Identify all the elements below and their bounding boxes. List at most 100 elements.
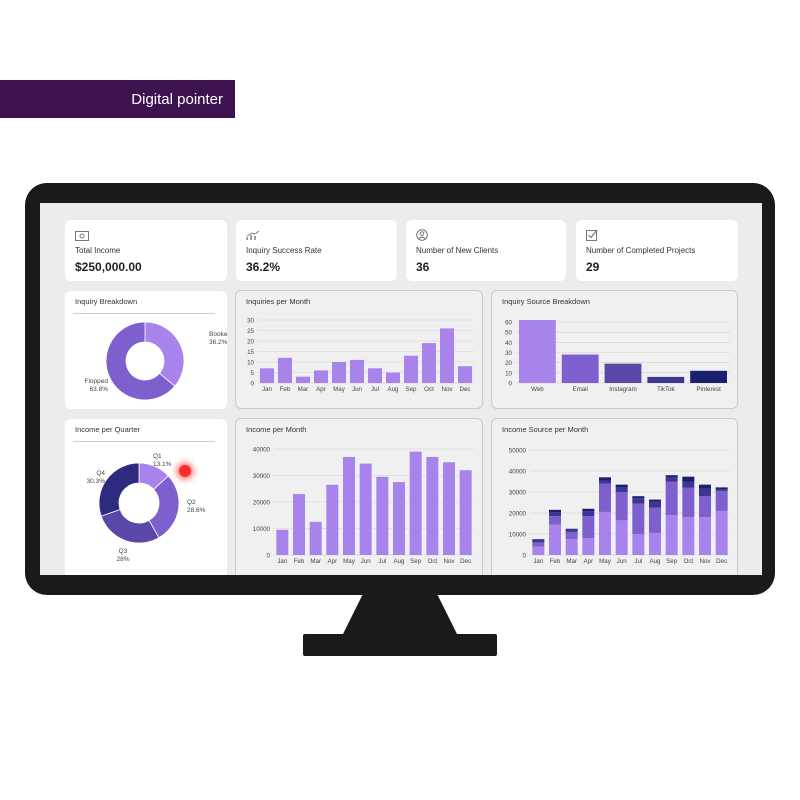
- y-tick-label: 40: [505, 340, 512, 347]
- x-tick-label: Oct: [424, 386, 434, 393]
- kpi-value: 36.2%: [246, 260, 281, 274]
- y-tick-label: 40000: [509, 469, 527, 476]
- bar-segment: [532, 546, 545, 555]
- x-tick-label: Jun: [617, 558, 628, 565]
- x-tick-label: Sep: [405, 386, 417, 393]
- user-circle-icon: [416, 228, 428, 246]
- bar: [439, 328, 455, 383]
- x-tick-label: Feb: [280, 386, 291, 393]
- y-tick-label: 0: [267, 553, 271, 560]
- x-tick-label: Jan: [533, 558, 544, 565]
- bar-segment: [682, 476, 695, 482]
- monitor-stand-base: [303, 634, 497, 656]
- slice-value-label: 63.8%: [90, 386, 109, 393]
- bar: [385, 372, 401, 383]
- x-tick-label: Nov: [443, 558, 455, 565]
- x-tick-label: Feb: [550, 558, 561, 565]
- inquiry-source-panel[interactable]: Inquiry Source Breakdown 0 10 20 30 40 50 60 We…: [491, 290, 738, 409]
- x-tick-label: May: [599, 558, 612, 565]
- bar-segment: [532, 539, 545, 541]
- kpi-label: Total Income: [75, 246, 121, 255]
- bar: [393, 482, 405, 555]
- y-tick-label: 25: [247, 328, 254, 335]
- kpi-value: 36: [416, 260, 430, 274]
- income-source-per-month-panel[interactable]: Income Source per Month 0 10000 20000 30000…: [491, 418, 738, 575]
- inquiries-per-month-panel[interactable]: Inquiries per Month 0 5 10 15 20 25 30 Jan Feb Ma…: [235, 290, 483, 409]
- bar: [409, 451, 422, 555]
- bar: [518, 319, 556, 383]
- y-tick-label: 5: [251, 370, 255, 377]
- x-tick-label: Apr: [328, 558, 338, 565]
- x-tick-label: Dec: [459, 386, 470, 393]
- y-tick-label: 10: [247, 360, 254, 367]
- bar-segment: [599, 477, 611, 481]
- y-tick-label: 30000: [253, 473, 271, 480]
- bar: [331, 362, 347, 383]
- bar: [421, 343, 437, 383]
- bar-segment: [549, 512, 561, 517]
- slice-label: Q4: [96, 470, 105, 477]
- kpi-card-completed-projects[interactable]: Number of Completed Projects 29: [576, 220, 738, 281]
- income-per-month-panel[interactable]: Income per Month 0 10000 20000 30000 40000 Ja…: [235, 418, 483, 575]
- bar-segment: [615, 492, 628, 521]
- x-tick-label: Sep: [666, 558, 678, 565]
- bar-segment: [582, 538, 595, 555]
- bar: [259, 368, 275, 383]
- bar-segment: [632, 498, 645, 504]
- bar-segment: [665, 475, 678, 478]
- y-tick-label: 40000: [253, 447, 271, 454]
- y-tick-label: 10000: [509, 532, 527, 539]
- income-per-quarter-panel[interactable]: Income per Quarter Q1 13.1% Q2 28.6% Q3 28% Q4…: [65, 419, 227, 575]
- bar-segment: [715, 490, 728, 511]
- bar-segment: [599, 511, 611, 555]
- x-tick-label: Aug: [649, 558, 661, 565]
- y-tick-label: 50000: [509, 448, 527, 455]
- panel-title: Inquiry Breakdown: [75, 297, 138, 306]
- bar: [293, 494, 305, 555]
- bar-segment: [582, 516, 595, 539]
- bar-segment: [549, 524, 561, 555]
- monitor-stand-neck: [342, 594, 458, 636]
- bar: [443, 462, 455, 555]
- bar: [426, 456, 439, 555]
- bar: [457, 366, 473, 383]
- slice-value-label: 36.2%: [209, 339, 227, 346]
- x-tick-label: Feb: [294, 558, 305, 565]
- bar-segment: [715, 510, 728, 555]
- bar-segment: [649, 532, 661, 555]
- bar: [561, 354, 599, 383]
- kpi-card-total-income[interactable]: Total Income $250,000.00: [65, 220, 227, 281]
- bar-segment: [582, 508, 595, 512]
- bar-segment: [699, 488, 711, 497]
- bar-segment: [582, 511, 595, 517]
- checkbox-icon: [586, 228, 598, 246]
- bar-segment: [599, 480, 611, 484]
- slice-label: Q1: [153, 453, 162, 460]
- kpi-card-inquiry-success-rate[interactable]: Inquiry Success Rate 36.2%: [236, 220, 397, 281]
- bar-segment: [682, 487, 695, 518]
- kpi-card-new-clients[interactable]: Number of New Clients 36: [406, 220, 566, 281]
- panel-title: Income per Quarter: [75, 425, 141, 434]
- x-tick-label: Aug: [393, 558, 405, 565]
- bar-segment: [682, 517, 695, 555]
- kpi-label: Number of New Clients: [416, 246, 499, 255]
- slice-label: Q2: [187, 499, 196, 506]
- panel-title: Income Source per Month: [502, 425, 589, 434]
- x-tick-label: Mar: [298, 386, 309, 393]
- bar: [359, 463, 372, 555]
- bar-segment: [649, 507, 661, 533]
- bar: [313, 370, 329, 383]
- y-tick-label: 30000: [509, 490, 527, 497]
- inquiry-breakdown-panel[interactable]: Inquiry Breakdown Booked36.2% Flopped63.8…: [65, 291, 227, 409]
- donut-slice: [144, 321, 185, 387]
- bar-segment: [565, 531, 578, 540]
- bar: [403, 355, 419, 383]
- x-tick-label: Jul: [378, 558, 386, 565]
- bar-segment: [715, 487, 728, 490]
- y-tick-label: 60: [505, 320, 512, 327]
- bar-segment: [565, 529, 578, 532]
- x-tick-label: Email: [572, 386, 587, 393]
- bar-segment: [665, 477, 678, 482]
